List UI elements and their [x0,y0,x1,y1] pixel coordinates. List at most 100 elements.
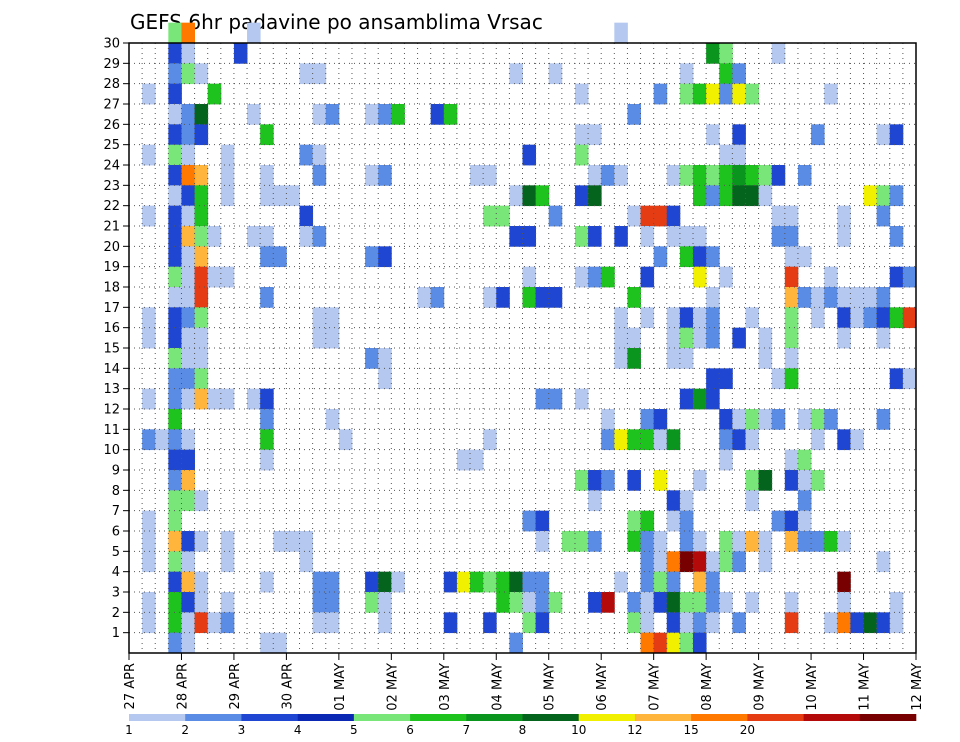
heatmap-cell [588,531,602,552]
heatmap-cell [194,104,209,125]
heatmap-cell [260,571,274,593]
heatmap-cell [666,205,681,227]
x-tick-label: 27 APR [123,663,138,709]
heatmap-cell [365,104,379,125]
heatmap-cell [732,124,746,146]
heatmap-cell [889,307,904,329]
heatmap-cell [640,226,655,247]
heatmap-cell [181,307,195,329]
heatmap-cell [679,388,694,410]
heatmap-cell [614,165,628,186]
heatmap-cell [299,531,314,552]
y-tick-label: 13 [103,382,120,397]
heatmap-cell [653,409,668,430]
heatmap-cell [522,226,537,247]
heatmap-cell [168,165,182,186]
heatmap-cell [142,327,156,349]
heatmap-cell [889,124,904,146]
heatmap-cell [837,571,851,593]
heatmap-cell [679,510,694,532]
heatmap-cell [312,63,327,85]
heatmap-cell [706,612,720,634]
heatmap-cell [509,63,523,85]
heatmap-cell [679,551,694,573]
heatmap-cell [181,429,195,451]
heatmap-cell [797,449,812,471]
colorbar-label: 6 [406,723,414,737]
heatmap-cell [679,592,694,613]
heatmap-cell [640,307,655,329]
heatmap-cell [614,327,628,349]
heatmap-cell [797,165,812,186]
heatmap-cell [732,551,746,573]
heatmap-cell [706,592,720,613]
y-tick-label: 9 [112,464,120,479]
heatmap-cell [574,124,589,146]
dotted-grid [129,43,916,653]
heatmap-cell [614,307,628,329]
heatmap-cell [286,531,300,552]
heatmap-cell [548,63,563,85]
heatmap-cell [220,185,235,207]
heatmap-cell [745,470,759,491]
heatmap-cell [509,226,523,247]
heatmap-cell [260,632,274,654]
y-tick-label: 22 [103,199,120,214]
heatmap-cell [168,470,182,491]
heatmap-cell [627,592,641,613]
heatmap-cell [824,266,838,288]
heatmap-cell [627,205,641,227]
heatmap-cell [732,612,746,634]
heatmap-cell [811,531,825,552]
heatmap-cell [876,185,891,207]
heatmap-cell [693,632,707,654]
heatmap-cell [194,327,209,349]
heatmap-cell [181,449,195,471]
heatmap-cell [588,165,602,186]
heatmap-cell [168,144,182,166]
heatmap-cell [181,185,195,207]
heatmap-cell [194,287,209,308]
heatmap-cell [181,592,195,613]
heatmap-cell [758,165,773,186]
heatmap-cell [706,368,720,390]
heatmap-cell [365,592,379,613]
heatmap-cell [312,571,327,593]
heatmap-cell [666,632,681,654]
heatmap-cell [614,429,628,451]
heatmap-cell [574,470,589,491]
heatmap-cell [693,185,707,207]
heatmap-cell [679,632,694,654]
heatmap-cell [640,409,655,430]
heatmap-cell [640,205,655,227]
heatmap-cell [142,429,156,451]
heatmap-cell [902,307,917,329]
heatmap-cell [693,388,707,410]
heatmap-cell [181,205,195,227]
heatmap-cell [811,287,825,308]
heatmap-cell [312,226,327,247]
heatmap-cell [325,409,340,430]
heatmap-cell [719,83,733,105]
heatmap-cell [666,429,681,451]
heatmap-cell [719,368,733,390]
heatmap-cell [470,449,484,471]
heatmap-cell [535,612,550,634]
heatmap-cell [824,287,838,308]
heatmap-cell [168,429,182,451]
colorbar-swatch [522,714,580,721]
heatmap-cell [666,551,681,573]
y-tick-label: 4 [112,565,120,580]
heatmap-cell [824,612,838,634]
heatmap-cell [666,226,681,247]
heatmap-cell [719,592,733,613]
heatmap-cell [732,327,746,349]
heatmap-cell [653,83,668,105]
heatmap-cell [391,571,405,593]
heatmap-cell [220,266,235,288]
heatmap-cell [693,226,707,247]
heatmap-cell [824,409,838,430]
heatmap-cell [784,287,799,308]
heatmap-cell [391,104,405,125]
heatmap-cell [627,348,641,369]
